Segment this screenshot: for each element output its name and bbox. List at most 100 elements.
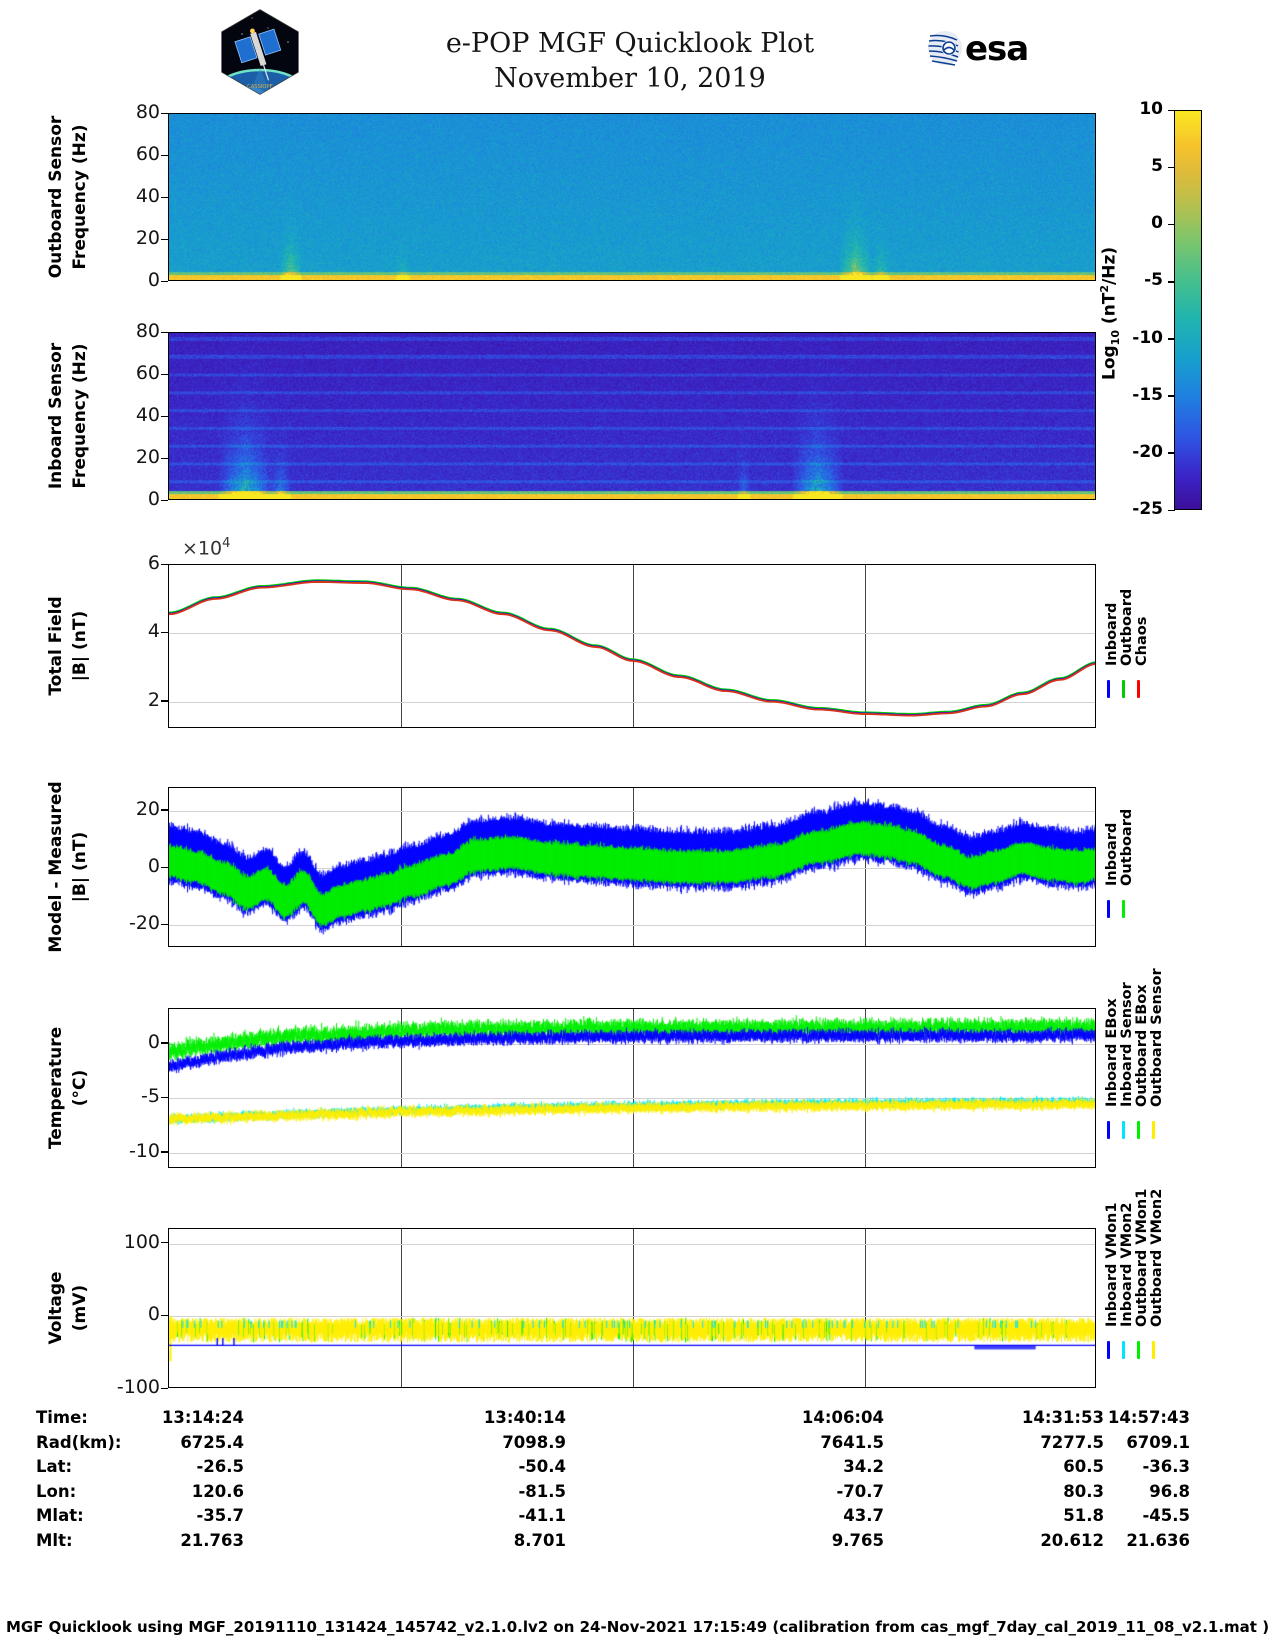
spectrogram-canvas-inboard-spectrogram — [169, 333, 1095, 499]
spectrogram-canvas-outboard-spectrogram — [169, 114, 1095, 280]
ytick-model-minus-measured-2: 20 — [135, 797, 160, 820]
panel-inboard-spectrogram — [168, 332, 1096, 500]
ephemeris-value-rad-2: 7641.5 — [820, 1432, 884, 1452]
ytick-total-field-2: 6 — [147, 552, 160, 574]
legend-label-0: Inboard — [1104, 822, 1120, 887]
ytick-model-minus-measured-1: 0 — [147, 855, 160, 877]
ephemeris-row-label: Lon: — [36, 1481, 77, 1501]
colorbar-tick-mark — [1168, 395, 1175, 397]
legend-swatch-1 — [1122, 1121, 1125, 1140]
ephemeris-value-mlat-2: 43.7 — [843, 1506, 884, 1525]
ephemeris-value-mlat-4: -45.5 — [1142, 1506, 1190, 1525]
ylabel-model-minus-measured-0: Model - Measured — [46, 781, 66, 953]
ephemeris-value-mlt-1: 8.701 — [513, 1530, 566, 1550]
colorbar-tick-mark — [1168, 223, 1175, 226]
colorbar-gradient — [1174, 110, 1202, 510]
colorbar-tick-7: -25 — [1132, 499, 1163, 519]
svg-text:CASSIOPE: CASSIOPE — [247, 84, 273, 90]
ytick-model-minus-measured-0: -20 — [128, 912, 160, 935]
ytick-mark — [161, 1387, 168, 1389]
legend-label-1: Inboard VMon2 — [1119, 1202, 1135, 1328]
ytick-mark — [161, 238, 168, 240]
ephemeris-row-mlat: Mlat: -35.7 -41.1 43.7 51.8 -45.5 — [0, 1506, 1275, 1531]
colorbar-tick-mark — [1168, 280, 1175, 283]
colorbar-tick-3: -5 — [1144, 270, 1163, 291]
ephemeris-row-time: Time: 13:14:24 13:40:14 14:06:04 14:31:53 14:… — [0, 1408, 1275, 1433]
legend-label-2: Chaos — [1134, 616, 1150, 666]
ytick-temperature-1: -5 — [141, 1085, 160, 1108]
ytick-mark — [161, 631, 168, 634]
legend-label-3: Outboard VMon2 — [1149, 1188, 1165, 1328]
ylabel-total-field-0: Total Field — [46, 596, 66, 696]
panel-voltage — [168, 1228, 1096, 1388]
ylabel-outboard-spectrogram-0: Outboard Sensor — [46, 115, 66, 279]
legend-swatch-3 — [1152, 1121, 1155, 1140]
ytick-outboard-spectrogram-3: 60 — [135, 143, 160, 165]
ephemeris-value-rad-3: 7277.5 — [1040, 1432, 1104, 1452]
ephemeris-value-lon-0: 120.6 — [191, 1481, 244, 1501]
ytick-mark — [161, 809, 168, 811]
gridline-vertical — [633, 565, 634, 727]
ephemeris-row-label: Lat: — [36, 1457, 73, 1476]
colorbar-tick-0: 10 — [1139, 99, 1163, 119]
ytick-outboard-spectrogram-0: 0 — [147, 269, 160, 291]
legend-label-0: Inboard — [1104, 602, 1120, 666]
ytick-inboard-spectrogram-0: 0 — [147, 488, 160, 510]
legend-swatch-0 — [1107, 1341, 1110, 1360]
ytick-mark — [161, 499, 168, 501]
ephemeris-value-lat-4: -36.3 — [1142, 1457, 1190, 1476]
panel-outboard-spectrogram — [168, 113, 1096, 281]
colorbar-tick-6: -20 — [1132, 441, 1163, 462]
ytick-outboard-spectrogram-1: 20 — [135, 227, 160, 249]
ytick-mark — [161, 280, 168, 282]
esa-wordmark: esa — [965, 29, 1028, 69]
panel-temperature — [168, 1008, 1096, 1168]
ephemeris-value-mlat-3: 51.8 — [1063, 1506, 1104, 1525]
ephemeris-value-lon-2: -70.7 — [836, 1481, 884, 1501]
ephemeris-value-lat-1: -50.4 — [518, 1457, 566, 1476]
colorbar-tick-mark — [1168, 509, 1175, 512]
title-block: e-POP MGF Quicklook Plot November 10, 20… — [330, 26, 930, 96]
ephemeris-value-mlat-0: -35.7 — [196, 1506, 244, 1525]
ephemeris-value-time-4: 14:57:43 — [1107, 1408, 1190, 1427]
ephemeris-value-time-2: 14:06:04 — [801, 1408, 884, 1427]
ytick-mark — [161, 154, 168, 156]
legend-swatch-0 — [1107, 1121, 1110, 1140]
legend-swatch-1 — [1122, 1341, 1125, 1360]
legend-swatch-2 — [1137, 679, 1140, 698]
legend-label-0: Inboard VMon1 — [1104, 1202, 1120, 1328]
ytick-total-field-1: 4 — [147, 620, 160, 643]
ephemeris-value-mlt-0: 21.763 — [180, 1530, 244, 1550]
ephemeris-value-rad-4: 6709.1 — [1126, 1432, 1190, 1452]
legend-swatch-2 — [1137, 1341, 1140, 1360]
ytick-mark — [161, 373, 168, 375]
page-header: CASSIOPE e-POP MGF Quicklook Plot Novemb… — [0, 0, 1275, 100]
ytick-outboard-spectrogram-2: 40 — [135, 185, 160, 207]
ytick-mark — [161, 1314, 168, 1317]
legend-label-2: Outboard EBox — [1134, 984, 1150, 1108]
gridline-vertical — [401, 565, 402, 727]
ylabel-inboard-spectrogram-0: Inboard Sensor — [46, 342, 66, 490]
ytick-inboard-spectrogram-1: 20 — [135, 446, 160, 468]
cassiope-logo: CASSIOPE — [221, 9, 299, 95]
ephemeris-row-mlt: Mlt: 21.763 8.701 9.765 20.612 21.636 — [0, 1531, 1275, 1556]
ephemeris-value-lat-3: 60.5 — [1063, 1457, 1104, 1476]
legend-swatch-0 — [1107, 900, 1110, 919]
ytick-outboard-spectrogram-4: 80 — [135, 101, 160, 123]
ylabel-voltage-0: Voltage — [46, 1271, 66, 1345]
ytick-mark — [161, 457, 168, 459]
colorbar-tick-5: -15 — [1132, 384, 1163, 405]
ephemeris-row-lon: Lon: 120.6 -81.5 -70.7 80.3 96.8 — [0, 1482, 1275, 1507]
page-title: e-POP MGF Quicklook Plot — [445, 28, 815, 59]
colorbar-tick-mark — [1168, 338, 1175, 340]
legend-label-1: Inboard Sensor — [1119, 982, 1135, 1108]
ytick-mark — [161, 563, 168, 565]
colorbar-tick-2: 0 — [1151, 213, 1163, 234]
ephemeris-row-label: Mlt: — [36, 1530, 73, 1550]
ephemeris-value-mlt-3: 20.612 — [1040, 1530, 1104, 1550]
legend-swatch-1 — [1122, 679, 1125, 698]
legend-label-1: Outboard — [1119, 808, 1135, 887]
ephemeris-row-label: Time: — [36, 1408, 88, 1427]
ephemeris-row-label: Rad(km): — [36, 1432, 122, 1452]
legend-swatch-2 — [1137, 1121, 1140, 1140]
